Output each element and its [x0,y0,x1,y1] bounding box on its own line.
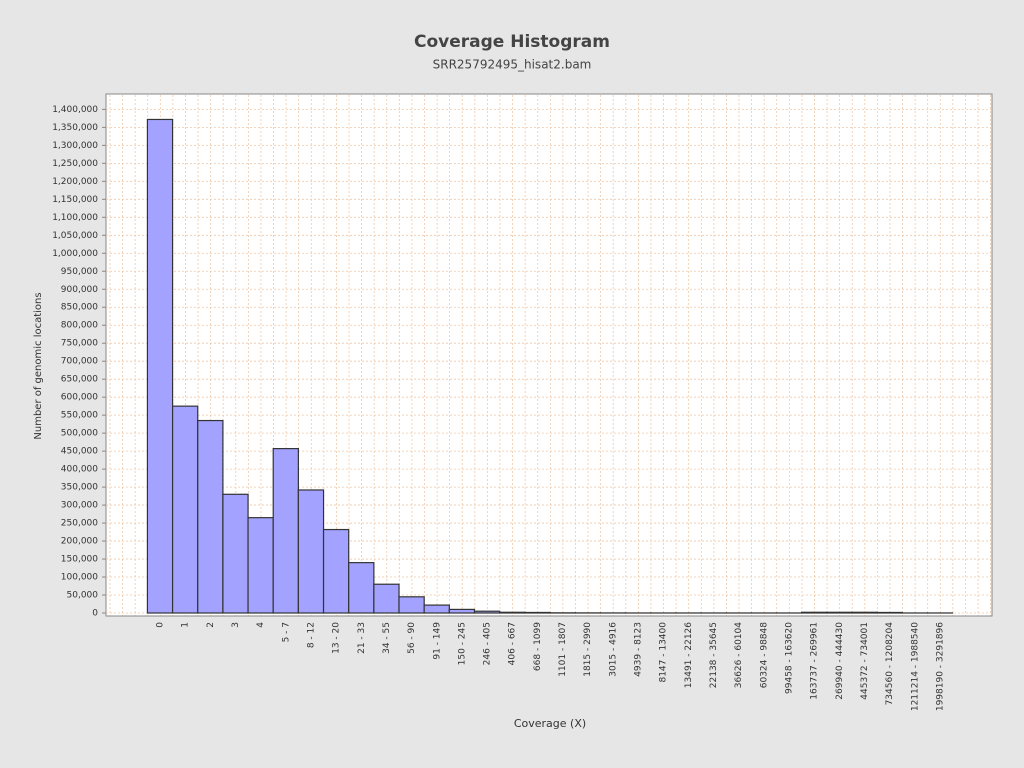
bar [348,562,375,614]
x-tick-label: 1815 - 2990 [583,622,593,677]
x-tick-label: 8147 - 13400 [659,622,669,683]
x-tick-label: 1998190 - 3291896 [935,622,945,711]
bar [297,489,325,614]
bar [851,611,878,614]
bar [272,448,299,614]
y-tick-label: 250,000 [61,519,98,529]
bar [800,611,828,614]
x-tick-label: 8 - 12 [306,622,316,648]
y-tick-label: 1,300,000 [52,141,98,151]
x-tick-label: 36626 - 60104 [734,622,744,689]
x-tick-label: 91 - 149 [432,622,442,660]
y-tick-label: 1,050,000 [52,231,98,241]
bar [826,611,853,614]
y-tick-label: 900,000 [61,285,98,295]
y-tick-label: 150,000 [61,555,98,565]
bar [373,583,400,614]
bar [499,611,526,614]
x-tick-label: 13 - 20 [332,622,342,654]
x-tick-label: 445372 - 734001 [860,622,870,700]
bar [322,528,350,614]
x-tick-label: 56 - 90 [407,622,417,654]
x-tick-label: 1 [181,622,191,628]
y-tick-label: 1,200,000 [52,177,98,187]
bar [524,611,551,614]
x-tick-label: 163737 - 269961 [810,622,820,700]
y-tick-label: 0 [92,609,98,619]
bar [146,118,174,614]
x-tick-label: 1211214 - 1988540 [910,622,920,711]
y-tick-label: 550,000 [61,411,98,421]
y-axis-label: Number of genomic locations [33,292,44,439]
bar [876,611,903,614]
x-tick-label: 4939 - 8123 [634,622,644,677]
x-tick-label: 668 - 1099 [533,622,543,671]
chart-title: Coverage Histogram [414,32,610,52]
y-tick-label: 1,100,000 [52,213,98,223]
x-tick-label: 5 - 7 [281,622,291,642]
y-tick-label: 200,000 [61,537,98,547]
x-tick-label: 150 - 245 [457,622,467,665]
chart-subtitle: SRR25792495_hisat2.bam [433,58,592,72]
y-tick-label: 1,150,000 [52,195,98,205]
y-tick-label: 100,000 [61,573,98,583]
y-tick-label: 400,000 [61,465,98,475]
y-tick-label: 1,250,000 [52,159,98,169]
y-tick-label: 300,000 [61,501,98,511]
y-tick-label: 500,000 [61,429,98,439]
x-tick-label: 3 [231,622,241,628]
y-tick-label: 1,400,000 [52,105,98,115]
y-tick-label: 650,000 [61,375,98,385]
y-tick-label: 450,000 [61,447,98,457]
bar [448,608,476,614]
y-tick-label: 950,000 [61,267,98,277]
x-tick-label: 34 - 55 [382,622,392,654]
x-axis-label: Coverage (X) [514,717,586,730]
x-tick-label: 3015 - 4916 [608,622,618,677]
x-tick-label: 99458 - 163620 [785,622,795,694]
y-tick-label: 700,000 [61,357,98,367]
bar [398,596,425,614]
x-tick-label: 0 [156,622,166,628]
bar [171,405,199,614]
y-tick-label: 1,000,000 [52,249,98,259]
y-tick-label: 800,000 [61,321,98,331]
bar [473,610,501,614]
x-tick-label: 22138 - 35645 [709,622,719,688]
x-tick-label: 734560 - 1208204 [885,622,895,706]
x-tick-label: 21 - 33 [357,622,367,654]
y-tick-label: 850,000 [61,303,98,313]
x-tick-label: 246 - 405 [483,622,493,665]
y-tick-label: 600,000 [61,393,98,403]
x-tick-label: 2 [206,622,216,628]
y-tick-label: 1,350,000 [52,123,98,133]
bar [247,517,274,614]
bar [222,493,249,614]
bar [423,604,450,614]
x-tick-label: 4 [256,622,266,628]
x-tick-label: 60324 - 98848 [759,622,769,689]
y-tick-label: 350,000 [61,483,98,493]
x-tick-label: 406 - 667 [508,622,518,665]
y-tick-label: 50,000 [67,591,99,601]
x-tick-label: 269940 - 444430 [835,622,845,700]
x-tick-label: 1101 - 1807 [558,622,568,677]
y-tick-label: 750,000 [61,339,98,349]
bar [197,419,224,614]
x-tick-label: 13491 - 22126 [684,622,694,689]
